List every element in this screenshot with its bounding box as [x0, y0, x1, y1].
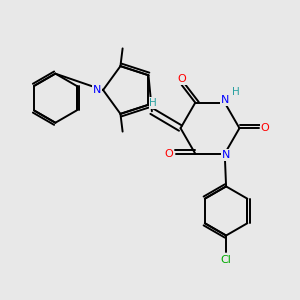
Text: H: H [232, 87, 240, 97]
Text: N: N [222, 150, 230, 160]
Text: O: O [261, 123, 269, 133]
Text: O: O [177, 74, 186, 84]
Text: H: H [149, 98, 157, 108]
Text: O: O [164, 149, 173, 159]
Text: N: N [93, 85, 101, 95]
Text: Cl: Cl [221, 254, 232, 265]
Text: N: N [221, 95, 230, 106]
